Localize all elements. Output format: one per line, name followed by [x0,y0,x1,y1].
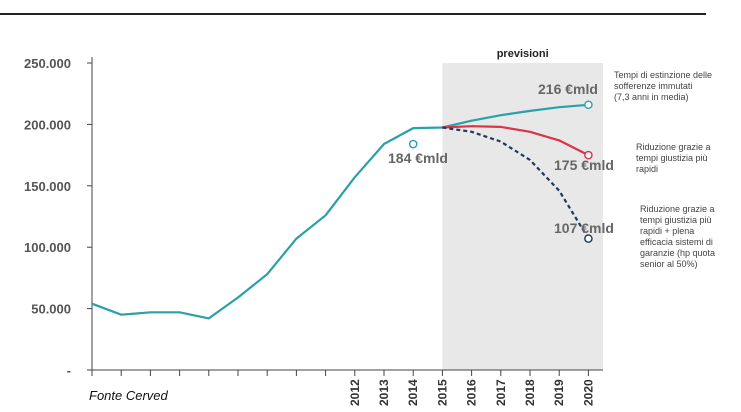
series-line-2 [442,126,590,240]
value-label-2: 175 €mld [554,157,614,173]
x-tick-label-4: 2016 [465,379,479,406]
annotation-2-line-4: garanzie (hp quota [640,248,715,258]
annotation-1-line-0: Riduzione grazie a [636,142,711,152]
y-tick-label-5: - [67,363,71,378]
value-label-1: 216 €mld [538,81,598,97]
annotation-2-line-3: efficacia sistemi di [640,237,713,247]
x-tick-label-5: 2017 [494,379,508,406]
value-label-3: 107 €mld [554,220,614,236]
y-tick-label-0: 250.000 [24,56,71,71]
forecast-label: previsioni [497,48,549,60]
annotation-0-line-1: sofferenze immutati [614,81,692,91]
y-tick-label-4: 50.000 [31,302,71,317]
marker-2 [584,150,593,160]
annotation-0-line-2: (7,3 anni in media) [614,92,689,102]
y-tick-label-1: 200.000 [24,117,71,132]
series-line-1 [442,125,589,157]
x-tick-label-3: 2015 [435,379,449,406]
annotation-2-line-1: tempi giustizia più [640,215,712,225]
x-tick-label-0: 2012 [348,379,362,406]
value-label-0: 184 €mld [388,150,448,166]
series-line-0 [91,103,589,320]
x-tick-label-2: 2014 [406,379,420,406]
forecast-band [442,63,603,370]
x-tick-label-8: 2020 [581,379,595,406]
x-tick-label-1: 2013 [377,379,391,406]
y-tick-label-2: 150.000 [24,179,71,194]
x-tick-label-7: 2019 [552,379,566,406]
marker-3 [584,234,593,243]
y-tick-label-3: 100.000 [24,240,71,255]
annotation-2-line-5: senior al 50%) [640,259,698,269]
x-tick-label-6: 2018 [523,379,537,406]
annotation-0-line-0: Tempi di estinzione delle [614,70,712,80]
annotation-1-line-2: rapidi [636,164,658,174]
marker-0 [408,139,418,149]
marker-1 [584,100,593,110]
annotation-1-line-1: tempi giustizia più [636,153,708,163]
source-note: Fonte Cerved [89,388,168,403]
annotation-2-line-2: rapidi + plena [640,226,694,236]
annotation-2-line-0: Riduzione grazie a [640,204,715,214]
